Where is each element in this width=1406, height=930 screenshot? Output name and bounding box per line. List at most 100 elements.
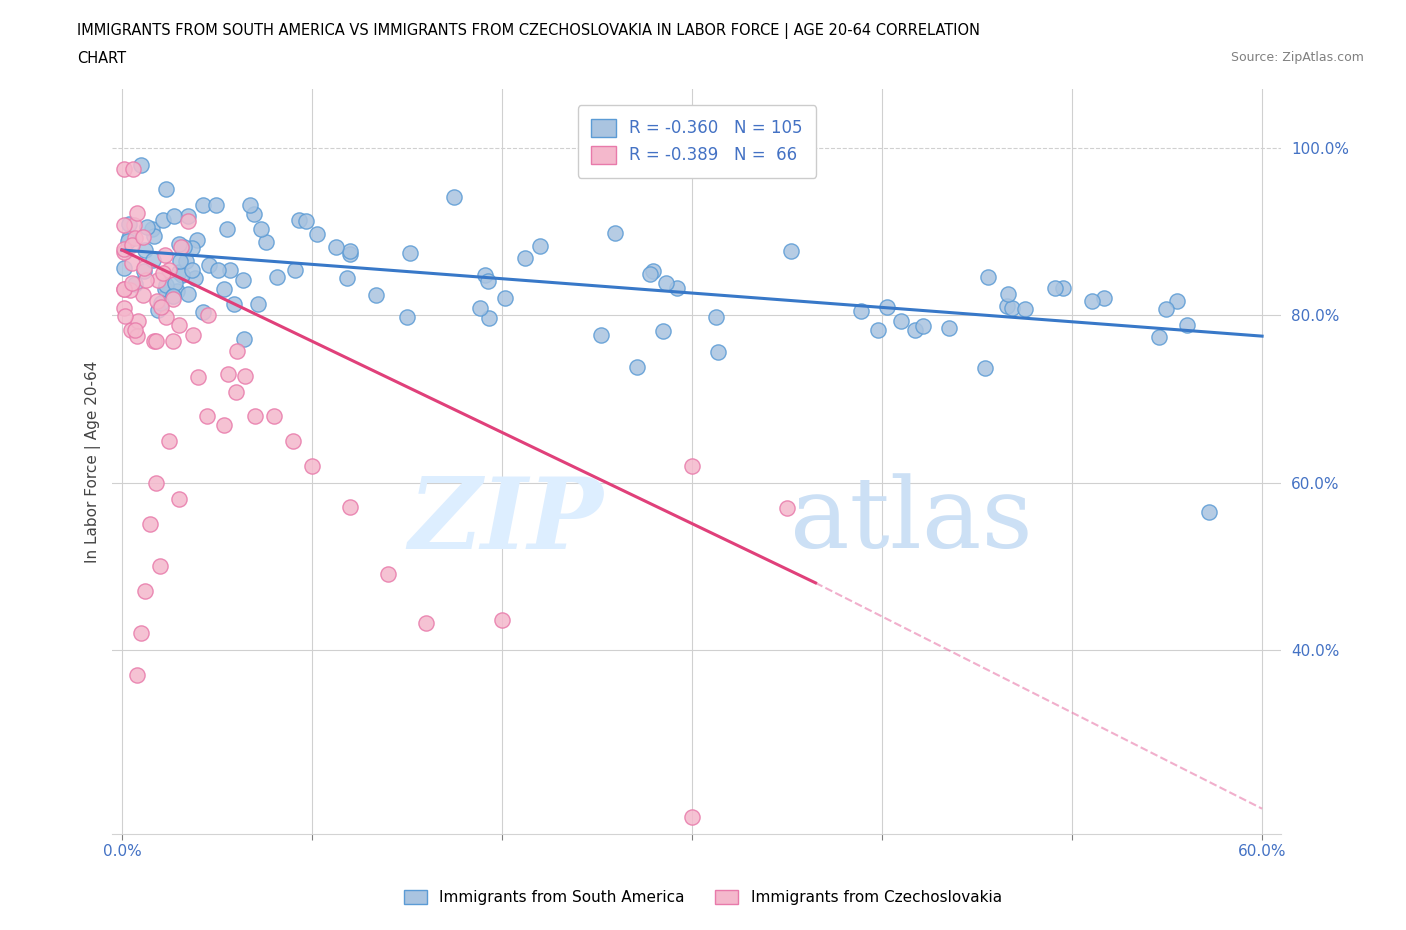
Point — [415, 616, 437, 631]
Point — [184, 271, 207, 286]
Point — [779, 244, 801, 259]
Point — [603, 226, 626, 241]
Point — [288, 213, 311, 228]
Point — [1166, 294, 1188, 309]
Point — [1014, 301, 1036, 316]
Point — [641, 263, 664, 278]
Point — [707, 345, 730, 360]
Point — [162, 291, 184, 306]
Point — [132, 263, 155, 278]
Text: atlas: atlas — [790, 473, 1033, 569]
Point — [112, 260, 135, 275]
Point — [117, 233, 139, 248]
Point — [135, 273, 157, 288]
Point — [638, 267, 661, 282]
Text: IMMIGRANTS FROM SOUTH AMERICA VS IMMIGRANTS FROM CZECHOSLOVAKIA IN LABOR FORCE |: IMMIGRANTS FROM SOUTH AMERICA VS IMMIGRA… — [77, 23, 980, 39]
Point — [112, 218, 135, 232]
Point — [162, 333, 184, 348]
Point — [143, 334, 166, 349]
Point — [112, 241, 135, 256]
Point — [247, 296, 270, 311]
Point — [284, 262, 307, 277]
Point — [191, 197, 214, 212]
Point — [169, 254, 191, 269]
Point — [1045, 281, 1067, 296]
Point — [217, 366, 239, 381]
Point — [146, 303, 169, 318]
Point — [681, 810, 703, 825]
Point — [155, 182, 177, 197]
Point — [170, 268, 193, 283]
Point — [205, 198, 228, 213]
Point — [477, 273, 499, 288]
Point — [181, 327, 204, 342]
Point — [153, 282, 176, 297]
Point — [529, 239, 551, 254]
Point — [336, 271, 359, 286]
Point — [112, 300, 135, 315]
Point — [112, 245, 135, 259]
Point — [325, 240, 347, 255]
Point — [125, 328, 148, 343]
Point — [124, 231, 146, 246]
Point — [219, 262, 242, 277]
Point — [294, 213, 316, 228]
Point — [120, 283, 142, 298]
Legend: Immigrants from South America, Immigrants from Czechoslovakia: Immigrants from South America, Immigrant… — [398, 884, 1008, 911]
Point — [591, 327, 613, 342]
Point — [150, 296, 173, 311]
Point — [167, 237, 190, 252]
Point — [143, 229, 166, 244]
Point — [181, 241, 204, 256]
Point — [149, 559, 172, 574]
Point — [222, 297, 245, 312]
Point — [122, 218, 145, 232]
Point — [776, 500, 799, 515]
Point — [148, 272, 170, 287]
Point — [443, 190, 465, 205]
Point — [868, 322, 890, 337]
Point — [167, 264, 190, 279]
Point — [301, 458, 323, 473]
Point — [157, 433, 180, 448]
Point — [626, 359, 648, 374]
Point — [152, 212, 174, 227]
Point — [395, 310, 418, 325]
Point — [170, 239, 193, 254]
Point — [114, 309, 136, 324]
Text: ZIP: ZIP — [408, 472, 603, 569]
Point — [142, 253, 165, 268]
Point — [281, 433, 304, 448]
Point — [997, 286, 1019, 301]
Point — [233, 368, 256, 383]
Point — [339, 246, 361, 261]
Point — [193, 304, 215, 319]
Point — [515, 250, 537, 265]
Point — [239, 198, 262, 213]
Point — [973, 361, 995, 376]
Point — [121, 275, 143, 290]
Point — [212, 418, 235, 432]
Point — [141, 221, 163, 236]
Point — [118, 231, 141, 246]
Point — [243, 408, 266, 423]
Point — [167, 492, 190, 507]
Point — [226, 343, 249, 358]
Point — [254, 234, 277, 249]
Point — [122, 162, 145, 177]
Point — [305, 226, 328, 241]
Point — [149, 299, 172, 314]
Point — [166, 284, 188, 299]
Point — [120, 323, 142, 338]
Point — [704, 310, 727, 325]
Point — [134, 584, 156, 599]
Point — [212, 282, 235, 297]
Point — [127, 206, 149, 220]
Point — [155, 278, 177, 293]
Point — [478, 311, 501, 325]
Point — [225, 384, 247, 399]
Point — [215, 221, 238, 236]
Point — [377, 566, 399, 581]
Point — [491, 612, 513, 627]
Point — [177, 286, 200, 301]
